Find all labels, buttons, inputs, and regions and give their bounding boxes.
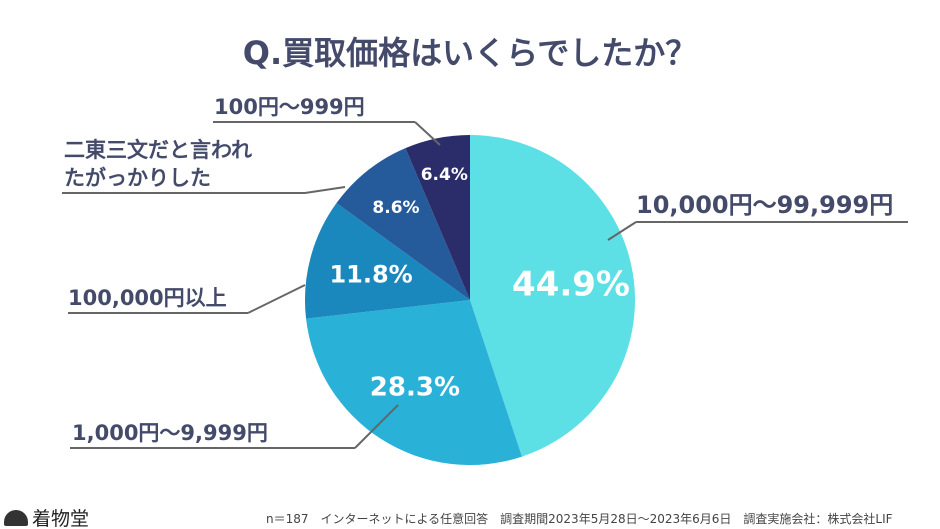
- slice-value-label: 28.3%: [370, 372, 460, 402]
- leader-line: [247, 284, 306, 314]
- label-10000-99999: 10,000円〜99,999円: [636, 191, 894, 219]
- label-100-999: 100円〜999円: [214, 95, 365, 119]
- label-100000-plus: 100,000円以上: [68, 286, 227, 310]
- logo-text: 着物堂: [32, 508, 90, 529]
- survey-footnote: n＝187 インターネットによる任意回答 調査期間2023年5月28日〜2023…: [266, 512, 893, 526]
- pie-slice: [405, 135, 470, 300]
- chart-title: Q.買取価格はいくらでしたか？: [242, 34, 698, 72]
- pie-slice: [306, 300, 522, 465]
- leader-line: [607, 221, 637, 241]
- slice-value-label: 44.9%: [512, 265, 630, 305]
- label-nisoku-line1: 二東三文だと言われ: [64, 138, 252, 162]
- fan-icon: [4, 509, 28, 526]
- label-nisoku-line2: たがっかりした: [64, 166, 211, 190]
- slice-value-label: 6.4%: [421, 165, 468, 185]
- label-1000-9999: 1,000円〜9,999円: [72, 421, 268, 445]
- slice-value-label: 8.6%: [372, 198, 419, 218]
- pie-slice: [305, 203, 470, 319]
- slice-value-label: 11.8%: [329, 260, 412, 288]
- leader-line: [304, 186, 346, 194]
- logo: 着物堂: [4, 504, 89, 529]
- pie-slice: [336, 148, 470, 300]
- leader-line: [414, 121, 441, 146]
- leader-line: [354, 404, 399, 449]
- pie-slice: [470, 135, 636, 457]
